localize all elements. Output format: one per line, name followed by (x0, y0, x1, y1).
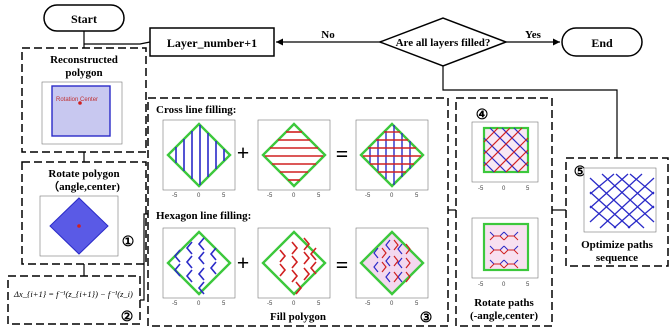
cross-result-plot: -5 0 5 (355, 119, 429, 199)
equals-sign: = (336, 141, 349, 166)
square-polygon (51, 85, 111, 137)
rotation-center-label: Rotation Center (56, 97, 98, 103)
cross-horizontal-plot: -5 0 5 (257, 119, 331, 199)
tick-label: 0 (502, 282, 506, 288)
tick-label: -5 (365, 193, 371, 199)
equals-sign: = (336, 252, 349, 277)
tick-label: 5 (526, 186, 530, 192)
tick-label: 5 (222, 193, 226, 199)
reconstructed-polygon-panel: Reconstructed polygon Rotation Center (21, 47, 147, 153)
rotated-cross-plot: -5 0 5 (471, 121, 539, 192)
rotated-hexagon-plot: -5 0 5 (471, 217, 539, 288)
rotation-center-dot (78, 101, 82, 105)
tick-label: 0 (390, 301, 394, 307)
rotate-title-2: （angle,center) (48, 180, 120, 193)
plus-sign: + (237, 250, 250, 275)
tick-label: 0 (390, 193, 394, 199)
reconstructed-title-1: Reconstructed (50, 54, 118, 66)
fill-polygon-panel: Cross line filling: Hexagon line filling… (147, 97, 449, 327)
start-label: Start (71, 12, 97, 26)
tick-label: -5 (267, 301, 273, 307)
optimize-label-1: Optimize paths (581, 239, 654, 251)
rotate-polygon-panel: Rotate polygon （angle,center) ① (21, 161, 147, 265)
optimize-label-2: sequence (596, 252, 638, 264)
tick-label: 5 (415, 301, 419, 307)
rotate-title-1: Rotate polygon (48, 168, 119, 180)
step-2-marker: ② (121, 310, 134, 325)
decision-label: Are all layers filled? (396, 37, 491, 49)
step-5-marker: ⑤ (574, 165, 587, 180)
optimize-paths-panel: ⑤ Optimize paths sequence (565, 157, 669, 267)
hexagon-red-plot: -5 0 5 (257, 227, 331, 307)
tick-label: 5 (415, 193, 419, 199)
plot-frame (583, 167, 657, 233)
formula-connector (140, 213, 150, 301)
cross-vertical-plot: -5 0 5 (162, 119, 236, 199)
hexagon-blue-plot: -5 0 5 (162, 227, 236, 307)
tick-label: 0 (292, 301, 296, 307)
fill-polygon-label: Fill polygon (270, 311, 326, 323)
end-label: End (591, 36, 613, 50)
tick-label: -5 (172, 193, 178, 199)
formula-panel: Δx_{i+1} = f⁻¹(z_{i+1}) − f⁻¹(z_i) ② (7, 275, 141, 325)
tick-label: 5 (317, 301, 321, 307)
tick-label: -5 (478, 186, 484, 192)
tick-label: 5 (526, 282, 530, 288)
tick-label: -5 (478, 282, 484, 288)
start-node: Start (43, 4, 125, 32)
plus-sign: + (237, 140, 250, 165)
tick-label: 0 (197, 301, 201, 307)
formula-text: Δx_{i+1} = f⁻¹(z_{i+1}) − f⁻¹(z_i) (13, 289, 133, 299)
rotate-paths-label-2: (-angle,center) (470, 310, 538, 322)
end-node: End (561, 27, 643, 57)
layer-number-box: Layer_number+1 (149, 27, 275, 57)
tick-label: 0 (502, 186, 506, 192)
rotate-paths-label-1: Rotate paths (474, 297, 534, 309)
tick-label: 0 (292, 193, 296, 199)
tick-label: 5 (317, 193, 321, 199)
tick-label: -5 (365, 301, 371, 307)
cross-line-title: Cross line filling: (156, 104, 236, 116)
tick-label: 5 (222, 301, 226, 307)
hexagon-result-plot: -5 0 5 (355, 227, 429, 307)
yes-label: Yes (525, 29, 542, 41)
center-dot (77, 224, 81, 228)
tick-label: -5 (267, 193, 273, 199)
step-4-marker: ④ (476, 108, 489, 123)
decision-node: Are all layers filled? (377, 17, 509, 67)
layer-number-label: Layer_number+1 (167, 36, 257, 50)
reconstructed-title-2: polygon (65, 67, 102, 79)
layer-connector (84, 41, 151, 45)
tick-label: -5 (172, 301, 178, 307)
step-3-marker: ③ (420, 311, 433, 326)
optimize-return-line (442, 66, 618, 158)
step-1-marker: ① (122, 235, 135, 250)
hexagon-line-title: Hexagon line filling: (156, 210, 251, 222)
tick-label: 0 (197, 193, 201, 199)
optimized-grid (589, 173, 655, 229)
no-label: No (321, 29, 335, 41)
rotate-paths-panel: ④ -5 0 5 (455, 97, 553, 327)
